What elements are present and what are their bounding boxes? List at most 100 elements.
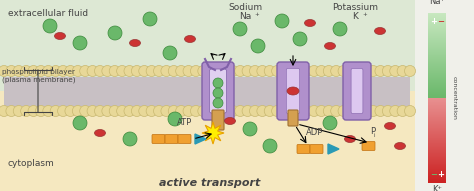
Circle shape xyxy=(80,66,91,77)
Circle shape xyxy=(36,66,46,77)
Circle shape xyxy=(191,105,201,117)
Circle shape xyxy=(183,66,194,77)
Text: +: + xyxy=(430,17,437,26)
Bar xyxy=(0,0,415,91)
Circle shape xyxy=(0,105,9,117)
FancyBboxPatch shape xyxy=(297,145,310,154)
Circle shape xyxy=(279,105,290,117)
Circle shape xyxy=(333,22,347,36)
Text: K: K xyxy=(352,12,358,21)
Ellipse shape xyxy=(287,87,299,95)
Circle shape xyxy=(163,46,177,60)
Circle shape xyxy=(301,66,312,77)
Circle shape xyxy=(191,66,201,77)
Text: +: + xyxy=(254,12,259,17)
Circle shape xyxy=(131,105,142,117)
Text: Potassium: Potassium xyxy=(332,3,378,12)
Circle shape xyxy=(109,66,120,77)
Circle shape xyxy=(257,66,268,77)
FancyBboxPatch shape xyxy=(152,134,165,143)
Circle shape xyxy=(275,14,289,28)
Ellipse shape xyxy=(374,28,385,35)
Circle shape xyxy=(279,66,290,77)
Circle shape xyxy=(176,66,187,77)
Circle shape xyxy=(43,19,57,33)
Circle shape xyxy=(13,66,24,77)
Circle shape xyxy=(257,105,268,117)
Circle shape xyxy=(123,132,137,146)
Circle shape xyxy=(168,112,182,126)
FancyBboxPatch shape xyxy=(165,134,178,143)
Circle shape xyxy=(286,66,297,77)
Circle shape xyxy=(331,105,342,117)
Circle shape xyxy=(404,105,416,117)
Circle shape xyxy=(251,39,265,53)
Circle shape xyxy=(293,32,307,46)
Ellipse shape xyxy=(225,117,236,125)
Circle shape xyxy=(94,105,105,117)
Circle shape xyxy=(235,105,246,117)
Circle shape xyxy=(213,88,223,98)
Circle shape xyxy=(6,66,17,77)
Circle shape xyxy=(102,105,113,117)
Circle shape xyxy=(117,66,128,77)
Circle shape xyxy=(212,105,224,117)
Circle shape xyxy=(0,66,9,77)
Circle shape xyxy=(102,66,113,77)
Ellipse shape xyxy=(129,40,140,46)
Circle shape xyxy=(243,122,257,136)
Circle shape xyxy=(117,105,128,117)
Circle shape xyxy=(212,66,224,77)
Circle shape xyxy=(301,105,312,117)
Circle shape xyxy=(375,105,386,117)
Circle shape xyxy=(338,66,349,77)
Bar xyxy=(4,77,410,105)
Circle shape xyxy=(65,105,76,117)
Circle shape xyxy=(249,105,261,117)
Ellipse shape xyxy=(304,19,316,27)
Circle shape xyxy=(353,105,364,117)
Circle shape xyxy=(28,66,39,77)
Circle shape xyxy=(272,66,283,77)
Ellipse shape xyxy=(384,122,395,129)
Ellipse shape xyxy=(345,135,356,142)
Circle shape xyxy=(50,105,61,117)
Circle shape xyxy=(242,66,253,77)
Circle shape xyxy=(205,105,216,117)
Circle shape xyxy=(397,66,408,77)
Circle shape xyxy=(272,105,283,117)
Circle shape xyxy=(331,66,342,77)
Text: phospholipid bilayer
(plasma membrane): phospholipid bilayer (plasma membrane) xyxy=(2,69,75,83)
Circle shape xyxy=(309,105,319,117)
Circle shape xyxy=(264,105,275,117)
Circle shape xyxy=(108,26,122,40)
Circle shape xyxy=(73,116,87,130)
Circle shape xyxy=(368,66,379,77)
Circle shape xyxy=(73,66,83,77)
Text: Na: Na xyxy=(239,12,251,21)
Circle shape xyxy=(65,66,76,77)
FancyBboxPatch shape xyxy=(277,62,309,120)
Bar xyxy=(415,0,474,191)
Circle shape xyxy=(383,105,393,117)
Ellipse shape xyxy=(55,32,65,40)
Circle shape xyxy=(323,116,337,130)
Circle shape xyxy=(242,105,253,117)
Circle shape xyxy=(213,98,223,108)
Text: cytoplasm: cytoplasm xyxy=(8,159,55,168)
Ellipse shape xyxy=(325,43,336,49)
Polygon shape xyxy=(328,144,339,154)
Circle shape xyxy=(228,66,238,77)
Circle shape xyxy=(397,105,408,117)
Circle shape xyxy=(316,105,327,117)
Circle shape xyxy=(87,66,98,77)
Text: −: − xyxy=(430,170,437,179)
Circle shape xyxy=(43,66,54,77)
Circle shape xyxy=(161,66,172,77)
Circle shape xyxy=(198,66,209,77)
Circle shape xyxy=(146,105,157,117)
Circle shape xyxy=(80,105,91,117)
Circle shape xyxy=(213,78,223,88)
Polygon shape xyxy=(195,134,206,144)
Text: ADP: ADP xyxy=(306,128,324,137)
